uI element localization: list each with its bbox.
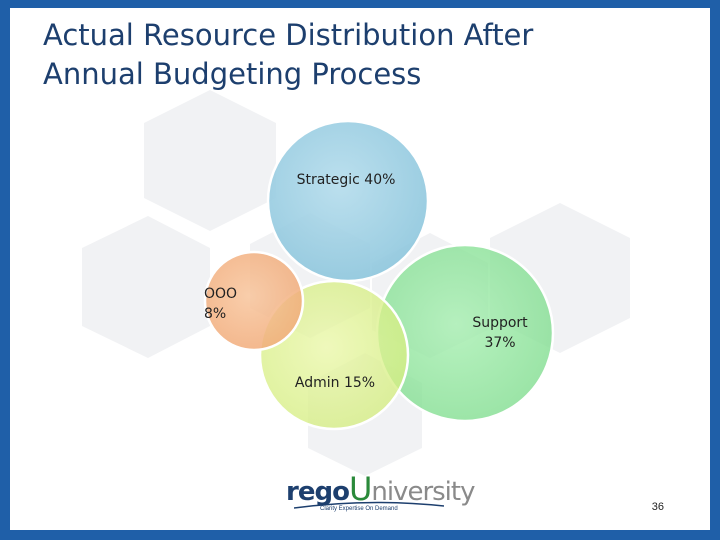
logo-u: U	[348, 470, 372, 508]
slide-title: Actual Resource Distribution After Annua…	[43, 18, 534, 91]
logo-tagline: Clarity Expertise On Demand	[320, 506, 398, 512]
label-strategic: Strategic 40%	[296, 172, 396, 188]
venn-diagram	[203, 119, 555, 431]
label-admin: Admin 15%	[294, 375, 376, 391]
logo-wordmark: regoUniversity	[286, 470, 475, 508]
label-support: Support 37%	[472, 315, 528, 351]
label-ooo: OOO 8%	[204, 286, 238, 322]
logo-swoosh	[294, 501, 444, 509]
slide: Actual Resource Distribution After Annua…	[10, 8, 710, 530]
logo-rego: rego	[286, 477, 350, 507]
hexagon-shape	[144, 90, 276, 231]
regou-logo: regoUniversity Clarity Expertise On Dema…	[286, 470, 475, 520]
venn-circle-strategic	[266, 119, 430, 283]
hexagon-shape	[82, 216, 210, 358]
diagram-canvas	[82, 90, 630, 476]
venn-circle-ooo	[203, 250, 305, 352]
page-number: 36	[651, 501, 664, 513]
